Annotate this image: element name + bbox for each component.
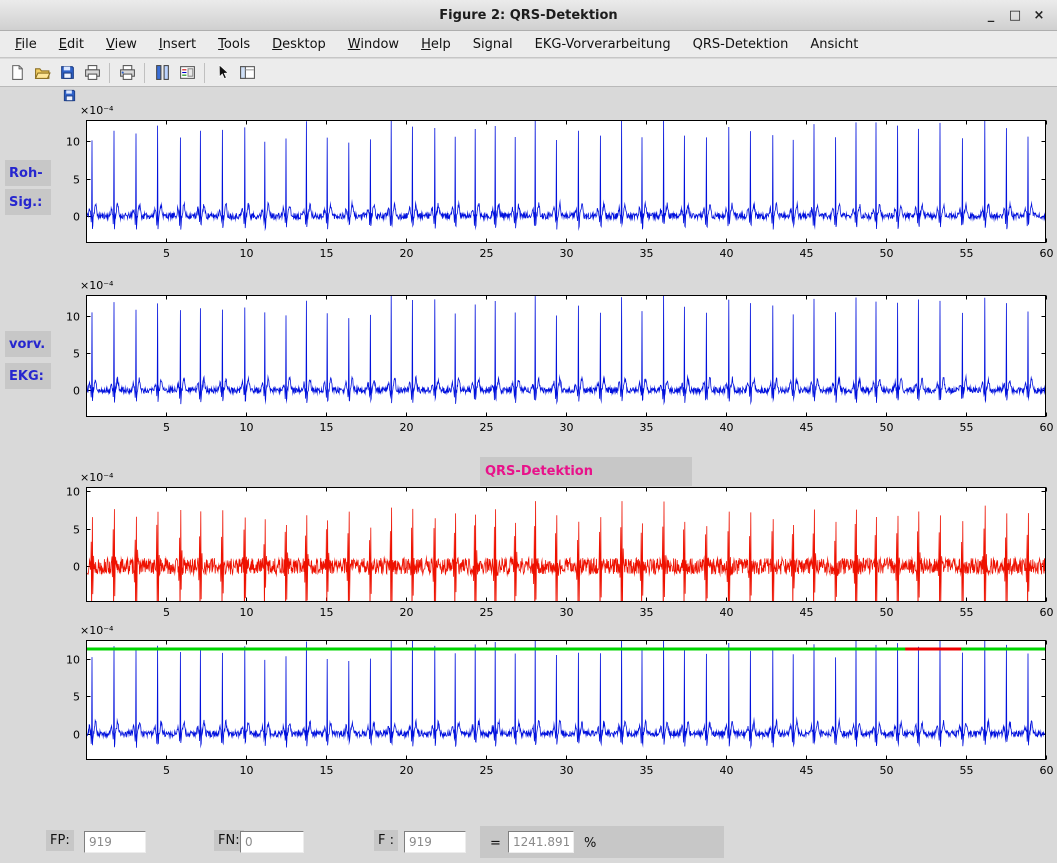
fn-label: FN: (214, 830, 244, 851)
label-roh: Roh- (5, 160, 51, 186)
insert-legend-icon[interactable] (176, 62, 198, 84)
plot-raw-signal (50, 100, 1054, 268)
plot-qrs-filtered-canvas (50, 467, 1054, 627)
save-figure-icon[interactable] (56, 62, 78, 84)
toolbar-separator (204, 62, 205, 83)
title-bar: Figure 2: QRS-Detektion _ □ × (0, 0, 1057, 31)
window-title: Figure 2: QRS-Detektion (439, 7, 618, 23)
toolbar-separator (109, 62, 110, 83)
menu-signal[interactable]: Signal (472, 36, 513, 52)
menu-window[interactable]: Window (347, 36, 400, 52)
menu-bar: File Edit View Insert Tools Desktop Window Help… (0, 31, 1057, 58)
minimize-icon[interactable]: _ (987, 7, 995, 23)
menu-ansicht[interactable]: Ansicht (810, 36, 859, 52)
print-preview-icon[interactable] (116, 62, 138, 84)
insert-colorbar-icon[interactable] (151, 62, 173, 84)
property-editor-icon[interactable] (236, 62, 258, 84)
menu-ekg-vorverarbeitung[interactable]: EKG-Vorverarbeitung (534, 36, 671, 52)
plot-raw-signal-canvas (50, 100, 1054, 268)
menu-insert[interactable]: Insert (158, 36, 197, 52)
label-ekg: EKG: (5, 363, 51, 389)
print-figure-icon[interactable] (81, 62, 103, 84)
close-icon[interactable]: × (1033, 7, 1045, 23)
toolbar-separator (144, 62, 145, 83)
maximize-icon[interactable]: □ (1008, 7, 1022, 23)
menu-qrs-detektion[interactable]: QRS-Detektion (692, 36, 789, 52)
qrs-detektion-plot-title: QRS-Detektion (480, 457, 692, 486)
menu-desktop[interactable]: Desktop (272, 36, 326, 52)
label-vorv: vorv. (5, 331, 51, 357)
menu-edit[interactable]: Edit (58, 36, 84, 52)
plot-qrs-filtered (50, 467, 1054, 627)
equals-label: = (490, 836, 501, 851)
window-controls: _ □ × (981, 0, 1049, 30)
menu-view[interactable]: View (105, 36, 137, 52)
fp-input[interactable] (84, 831, 146, 853)
plot-preprocessed-ekg-canvas (50, 275, 1054, 443)
menu-help[interactable]: Help (421, 36, 451, 52)
menu-tools[interactable]: Tools (218, 36, 251, 52)
new-file-icon[interactable] (6, 62, 28, 84)
f-input[interactable] (404, 831, 466, 853)
plot-preprocessed-ekg (50, 275, 1054, 443)
fp-label: FP: (46, 830, 74, 851)
small-floppy-icon (62, 88, 78, 104)
plot-detection-result (50, 620, 1054, 788)
toolbar (0, 59, 1057, 87)
fn-input[interactable] (240, 831, 304, 853)
plot-detection-result-canvas (50, 620, 1054, 788)
ratio-input[interactable] (508, 831, 574, 853)
open-file-icon[interactable] (31, 62, 53, 84)
percent-label: % (584, 836, 597, 851)
f-label: F : (374, 830, 398, 851)
label-sig: Sig.: (5, 189, 51, 215)
pointer-icon[interactable] (211, 62, 233, 84)
menu-file[interactable]: File (15, 36, 37, 52)
